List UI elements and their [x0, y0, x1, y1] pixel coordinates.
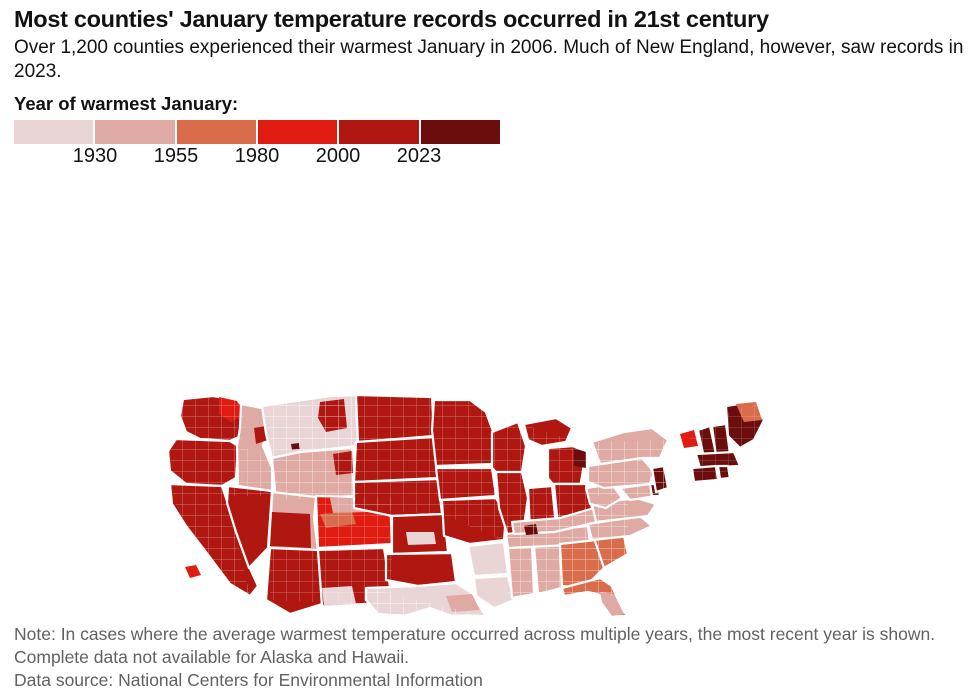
region-california-highlight [185, 565, 201, 578]
region-newyork[interactable] [590, 426, 670, 466]
us-county-map-svg[interactable] [0, 196, 980, 616]
footer-note: Note: In cases where the average warmest… [14, 623, 936, 667]
region-florida-light [600, 592, 624, 616]
choropleth-map[interactable] [0, 196, 980, 616]
region-montana-tiny [291, 443, 300, 450]
region-texas-mid [446, 594, 480, 612]
legend-tick-2000: 2000 [315, 144, 361, 167]
legend-swatch-5 [339, 119, 421, 144]
legend-swatch-4 [257, 119, 340, 144]
legend-tick-1930: 1930 [72, 144, 118, 167]
region-arkansas[interactable] [466, 540, 510, 578]
legend-swatch-6 [420, 119, 500, 144]
header: Most counties' January temperature recor… [0, 0, 980, 85]
legend-title: Year of warmest January: [14, 92, 239, 114]
legend-tick-1955: 1955 [153, 144, 199, 167]
footer: Note: In cases where the average warmest… [14, 623, 964, 692]
region-nebraska[interactable] [352, 477, 444, 518]
legend-tick-labels: 1930 1955 1980 2000 2023 [14, 144, 500, 170]
region-wyoming-dark [333, 451, 353, 475]
region-northdakota[interactable] [354, 393, 436, 444]
legend: Year of warmest January: 1930 1955 1980 200… [0, 85, 980, 170]
region-southdakota[interactable] [352, 435, 440, 484]
footer-source: Data source: National Centers for Enviro… [14, 670, 483, 691]
region-oregon[interactable] [166, 437, 240, 488]
region-kansas-light [406, 532, 436, 545]
legend-swatch-1 [14, 119, 96, 144]
legend-tick-1980: 1980 [234, 144, 280, 167]
region-oklahoma[interactable] [384, 551, 458, 588]
region-louisiana[interactable] [472, 574, 516, 610]
region-kentucky-dark [524, 524, 538, 535]
region-michigan-dark [574, 448, 586, 468]
region-utah-dark [270, 512, 311, 548]
legend-swatches [14, 119, 500, 144]
region-iowa[interactable] [434, 466, 498, 502]
region-minnesota[interactable] [430, 398, 496, 468]
legend-tick-2023: 2023 [396, 144, 442, 167]
legend-scale: 1930 1955 1980 2000 2023 [14, 119, 500, 170]
region-pennsylvania[interactable] [586, 456, 656, 490]
region-rhodeisland[interactable] [716, 464, 732, 481]
region-missouri[interactable] [440, 496, 508, 546]
region-newyork-highlight [680, 430, 698, 448]
legend-swatch-2 [95, 119, 177, 144]
region-mississippi[interactable] [506, 544, 536, 600]
page-title: Most counties' January temperature recor… [14, 6, 769, 32]
region-alabama[interactable] [532, 542, 564, 596]
region-connecticut[interactable] [690, 464, 720, 484]
region-arizona[interactable] [264, 546, 324, 616]
region-newjersey[interactable] [650, 464, 670, 494]
region-newmexico-light [322, 586, 356, 606]
legend-swatch-3 [176, 119, 258, 144]
page-subtitle: Over 1,200 counties experienced their wa… [14, 37, 964, 83]
